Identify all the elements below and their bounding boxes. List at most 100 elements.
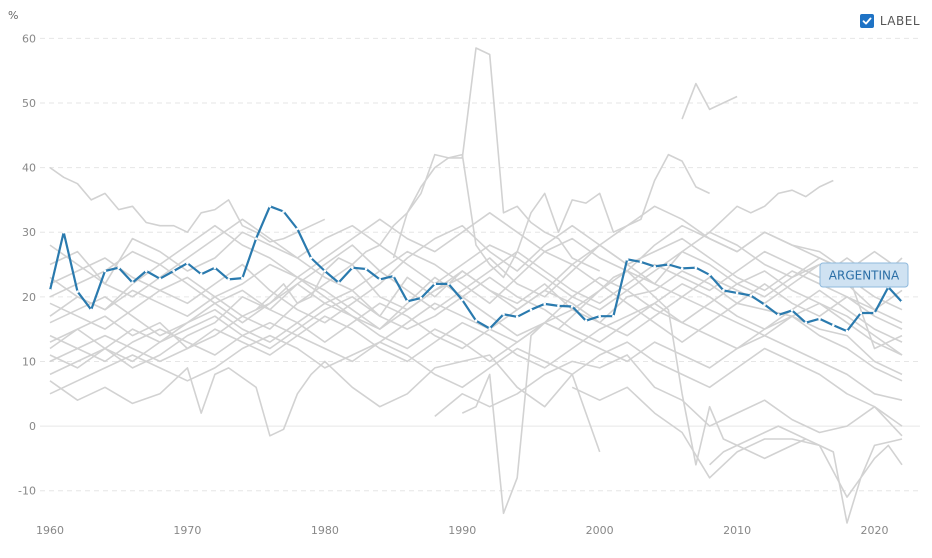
- highlight-point[interactable]: [351, 266, 354, 270]
- series-line-s1: [49, 166, 326, 243]
- series-line-s25: [49, 276, 903, 363]
- x-tick-label: 1970: [173, 524, 201, 537]
- y-tick-label: 20: [22, 291, 36, 304]
- highlight-point[interactable]: [680, 267, 684, 270]
- highlight-point[interactable]: [186, 261, 189, 265]
- series-line-s4: [681, 82, 738, 120]
- highlight-point[interactable]: [694, 266, 698, 270]
- highlight-point[interactable]: [433, 282, 437, 286]
- x-tick-label: 1960: [36, 524, 64, 537]
- series-line-s9: [571, 386, 903, 498]
- highlight-point[interactable]: [254, 237, 258, 240]
- highlight-point[interactable]: [296, 227, 299, 231]
- highlight-point[interactable]: [804, 321, 808, 324]
- highlight-point[interactable]: [158, 277, 162, 281]
- y-tick-label: 30: [22, 226, 36, 239]
- highlight-point[interactable]: [199, 272, 203, 276]
- highlight-point[interactable]: [667, 263, 670, 266]
- highlight-point[interactable]: [543, 302, 547, 306]
- y-tick-label: -10: [18, 485, 36, 498]
- highlight-point[interactable]: [460, 298, 464, 302]
- highlight-point[interactable]: [777, 313, 780, 317]
- series-line-s14: [49, 263, 903, 356]
- highlight-point[interactable]: [735, 291, 739, 295]
- highlight-point[interactable]: [873, 311, 876, 315]
- highlight-point[interactable]: [474, 319, 478, 323]
- series-line-s12: [49, 231, 903, 350]
- highlight-point[interactable]: [502, 312, 505, 316]
- highlight-point[interactable]: [639, 260, 643, 264]
- x-tick-label: 2010: [723, 524, 751, 537]
- highlight-point[interactable]: [790, 309, 794, 312]
- highlight-point[interactable]: [172, 269, 175, 273]
- highlight-point[interactable]: [89, 308, 93, 312]
- highlight-point[interactable]: [570, 305, 574, 308]
- series-line-s16: [49, 224, 903, 330]
- highlight-point[interactable]: [227, 278, 230, 281]
- highlight-point[interactable]: [323, 269, 327, 273]
- highlight-point[interactable]: [337, 281, 340, 284]
- highlight-point[interactable]: [76, 290, 79, 293]
- x-tick-label: 1990: [448, 524, 476, 537]
- highlight-point[interactable]: [488, 327, 492, 330]
- highlight-point[interactable]: [708, 273, 711, 277]
- label-checkbox[interactable]: [859, 14, 874, 28]
- highlight-point[interactable]: [557, 304, 560, 308]
- x-tick-label: 2000: [586, 524, 614, 537]
- highlight-point[interactable]: [859, 311, 863, 315]
- highlight-point[interactable]: [103, 269, 107, 273]
- highlight-point[interactable]: [763, 303, 766, 306]
- highlight-tag-box[interactable]: [819, 262, 909, 288]
- highlight-series-group[interactable]: [48, 205, 904, 333]
- highlight-series-tag[interactable]: ARGENTINA: [819, 262, 909, 288]
- highlight-point[interactable]: [900, 300, 904, 304]
- highlight-point[interactable]: [241, 276, 244, 280]
- series-line-s7: [461, 270, 807, 515]
- highlight-point[interactable]: [653, 265, 656, 268]
- series-line-s3: [392, 153, 710, 279]
- series-line-s24: [49, 205, 903, 298]
- y-tick-label: 60: [22, 32, 36, 45]
- highlight-point[interactable]: [131, 281, 134, 284]
- y-axis-ticks: -10 0 10 20 30 40 50 60: [18, 32, 36, 497]
- highlight-point[interactable]: [268, 205, 272, 208]
- series-line-s19: [49, 334, 903, 427]
- highlight-point[interactable]: [625, 258, 629, 261]
- series-line-s10: [434, 354, 903, 437]
- highlight-point[interactable]: [213, 266, 217, 270]
- highlight-point[interactable]: [144, 269, 148, 273]
- y-tick-label: 0: [29, 420, 36, 433]
- highlight-point[interactable]: [598, 314, 601, 318]
- highlight-point[interactable]: [722, 289, 725, 292]
- series-line-s6: [49, 354, 601, 453]
- label-toggle[interactable]: LABEL: [859, 14, 920, 28]
- highlight-point[interactable]: [117, 266, 121, 270]
- highlight-point[interactable]: [612, 314, 615, 318]
- series-line-s22: [49, 263, 903, 343]
- series-line-s20: [49, 218, 903, 324]
- x-tick-label: 2020: [861, 524, 889, 537]
- y-tick-label: 50: [22, 97, 36, 110]
- highlight-point[interactable]: [405, 300, 409, 303]
- highlight-point[interactable]: [831, 323, 835, 327]
- background-series-group: [49, 47, 903, 524]
- highlight-point[interactable]: [282, 210, 285, 213]
- highlight-point[interactable]: [364, 267, 368, 271]
- highlight-point[interactable]: [749, 294, 753, 297]
- highlight-point[interactable]: [584, 319, 588, 323]
- highlight-point[interactable]: [309, 256, 313, 260]
- highlight-point[interactable]: [419, 296, 423, 300]
- highlight-point[interactable]: [818, 317, 821, 321]
- highlight-point[interactable]: [845, 329, 849, 333]
- series-line-s8: [709, 425, 903, 524]
- highlight-point[interactable]: [392, 274, 395, 278]
- highlight-point[interactable]: [48, 289, 52, 292]
- series-line-s21: [49, 289, 903, 356]
- highlight-point[interactable]: [515, 315, 519, 319]
- highlight-point[interactable]: [529, 308, 533, 312]
- highlight-point[interactable]: [62, 230, 66, 234]
- highlight-point[interactable]: [447, 282, 450, 286]
- y-tick-label: 10: [22, 355, 36, 368]
- highlight-point[interactable]: [378, 278, 382, 281]
